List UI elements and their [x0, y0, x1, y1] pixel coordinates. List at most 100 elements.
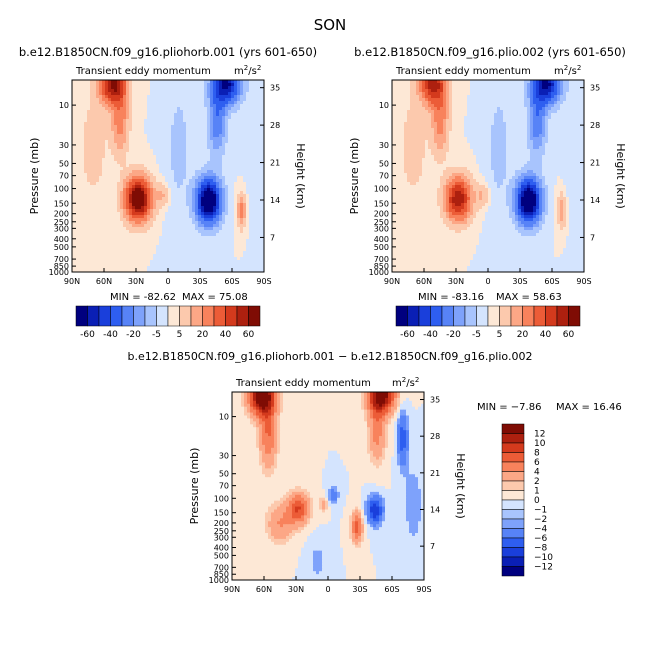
heatmap-cell [147, 101, 151, 105]
heatmap-cell [174, 263, 178, 267]
heatmap-cell [479, 101, 483, 105]
heatmap-cell [252, 128, 256, 132]
heatmap-cell [144, 182, 148, 186]
heatmap-cell [174, 122, 178, 126]
heatmap-cell [96, 137, 100, 141]
heatmap-cell [509, 80, 513, 84]
heatmap-cell [153, 152, 157, 156]
heatmap-cell [186, 215, 190, 219]
heatmap-cell [105, 191, 109, 195]
heatmap-cell [123, 89, 127, 93]
heatmap-cell [228, 83, 232, 87]
heatmap-cell [162, 104, 166, 108]
heatmap-cell [126, 101, 130, 105]
heatmap-cell [228, 164, 232, 168]
heatmap-cell [135, 230, 139, 234]
heatmap-cell [120, 116, 124, 120]
heatmap-cell [231, 191, 235, 195]
heatmap-cell [117, 236, 121, 240]
heatmap-cell [437, 101, 441, 105]
heatmap-cell [144, 128, 148, 132]
heatmap-cell [99, 209, 103, 213]
heatmap-cell [156, 119, 160, 123]
heatmap-cell [246, 158, 250, 162]
heatmap-cell [189, 200, 193, 204]
heatmap-cell [452, 92, 456, 96]
heatmap-cell [81, 125, 85, 129]
heatmap-cell [458, 98, 462, 102]
heatmap-cell [458, 104, 462, 108]
heatmap-cell [120, 188, 124, 192]
heatmap-cell [569, 110, 573, 114]
heatmap-cell [258, 146, 262, 150]
heatmap-cell [147, 233, 151, 237]
heatmap-cell [78, 164, 82, 168]
heatmap-cell [192, 149, 196, 153]
heatmap-cell [231, 269, 235, 272]
heatmap-cell [512, 80, 516, 84]
heatmap-cell [99, 113, 103, 117]
heatmap-cell [500, 89, 504, 93]
heatmap-cell [186, 218, 190, 222]
heatmap-cell [497, 104, 501, 108]
heatmap-cell [78, 215, 82, 219]
heatmap-cell [485, 92, 489, 96]
heatmap-cell [219, 251, 223, 255]
heatmap-cell [512, 104, 516, 108]
heatmap-cell [180, 191, 184, 195]
heatmap-cell [195, 86, 199, 90]
heatmap-cell [150, 263, 154, 267]
heatmap-cell [132, 137, 136, 141]
heatmap-cell [75, 125, 79, 129]
heatmap-cell [177, 176, 181, 180]
heatmap-cell [216, 233, 220, 237]
heatmap-cell [207, 182, 211, 186]
heatmap-cell [539, 110, 543, 114]
heatmap-cell [162, 155, 166, 159]
heatmap-cell [524, 104, 528, 108]
heatmap-cell [114, 191, 118, 195]
heatmap-cell [180, 215, 184, 219]
heatmap-cell [219, 188, 223, 192]
heatmap-cell [255, 221, 259, 225]
heatmap-cell [81, 188, 85, 192]
heatmap-cell [183, 263, 187, 267]
heatmap-cell [210, 203, 214, 207]
heatmap-cell [246, 83, 250, 87]
heatmap-cell [195, 233, 199, 237]
heatmap-cell [129, 263, 133, 267]
heatmap-cell [111, 134, 115, 138]
heatmap-cell [174, 176, 178, 180]
heatmap-cell [147, 92, 151, 96]
heatmap-cell [171, 263, 175, 267]
heatmap-cell [207, 104, 211, 108]
heatmap-cell [252, 137, 256, 141]
heatmap-cell [261, 215, 264, 219]
heatmap-cell [569, 92, 573, 96]
heatmap-cell [557, 101, 561, 105]
heatmap-cell [557, 83, 561, 87]
heatmap-cell [542, 86, 546, 90]
heatmap-cell [554, 107, 558, 111]
heatmap-cell [132, 134, 136, 138]
heatmap-cell [135, 206, 139, 210]
heatmap-cell [159, 158, 163, 162]
heatmap-cell [237, 236, 241, 240]
heatmap-cell [84, 179, 88, 183]
heatmap-cell [114, 224, 118, 228]
heatmap-cell [207, 254, 211, 258]
heatmap-cell [180, 239, 184, 243]
heatmap-cell [138, 104, 142, 108]
heatmap-cell [569, 89, 573, 93]
heatmap-cell [204, 209, 208, 213]
heatmap-cell [216, 119, 220, 123]
heatmap-cell [162, 203, 166, 207]
heatmap-cell [84, 86, 88, 90]
heatmap-cell [141, 167, 145, 171]
heatmap-cell [180, 236, 184, 240]
heatmap-cell [135, 92, 139, 96]
heatmap-cell [111, 131, 115, 135]
heatmap-cell [464, 86, 468, 90]
heatmap-cell [518, 80, 522, 84]
heatmap-cell [207, 116, 211, 120]
